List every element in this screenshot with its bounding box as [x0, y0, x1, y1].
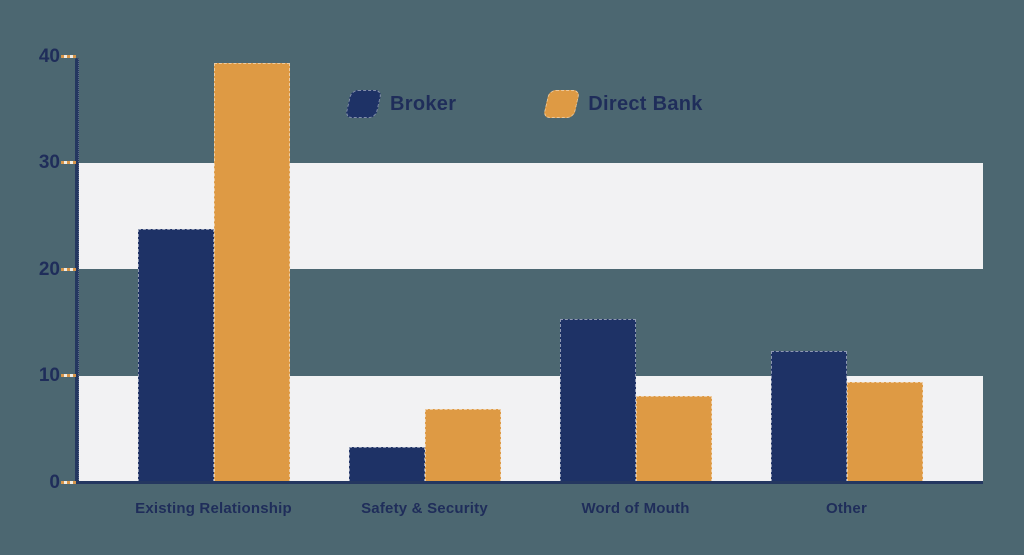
y-tick-0: [61, 480, 76, 484]
bar-direct-bank-existing-relationship: [213, 63, 290, 482]
category-label-other: Other: [825, 500, 867, 517]
category-label-word-of-mouth: Word of Mouth: [581, 500, 690, 517]
y-axis-line: [75, 58, 79, 484]
y-tick-label-30: 30: [38, 152, 60, 173]
bar-direct-bank-safety-security: [424, 408, 501, 482]
legend-item-broker: Broker: [344, 90, 457, 118]
legend: Broker Direct Bank: [344, 90, 703, 118]
bar-broker-other: [770, 351, 847, 482]
x-axis-line: [75, 481, 983, 484]
bar-broker-safety-security: [348, 446, 425, 482]
y-axis-labels: 0 10 20 30 40: [0, 47, 60, 492]
bar-broker-existing-relationship: [137, 228, 214, 482]
y-tick-20: [61, 267, 76, 271]
category-label-safety-security: Safety & Security: [361, 500, 488, 517]
y-tick-label-40: 40: [38, 45, 60, 67]
legend-label: Direct Bank: [588, 92, 703, 115]
legend-swatch-direct-bank: [543, 90, 581, 118]
y-tick-label-10: 10: [38, 365, 60, 386]
legend-swatch-broker: [344, 90, 383, 118]
bar-broker-word-of-mouth: [559, 319, 636, 482]
y-tick-label-0: 0: [49, 471, 60, 493]
y-tick-40: [61, 54, 76, 58]
bar-group-word-of-mouth: [530, 319, 741, 482]
y-tick-10: [61, 374, 76, 377]
bar-group-existing-relationship: [108, 63, 319, 482]
plot-area: [61, 54, 983, 484]
y-tick-label-20: 20: [38, 258, 60, 280]
legend-label: Broker: [390, 92, 457, 115]
category-label-existing-relationship: Existing Relationship: [135, 500, 292, 517]
bar-group-other: [741, 351, 952, 482]
bar-direct-bank-other: [846, 381, 923, 482]
bar-group-safety-security: [319, 408, 530, 482]
bar-groups: [108, 56, 952, 482]
y-tick-30: [61, 161, 76, 164]
legend-item-direct-bank: Direct Bank: [543, 90, 703, 118]
bar-direct-bank-word-of-mouth: [635, 395, 712, 482]
x-axis-labels: Existing Relationship Safety & Security Wo…: [108, 500, 952, 517]
